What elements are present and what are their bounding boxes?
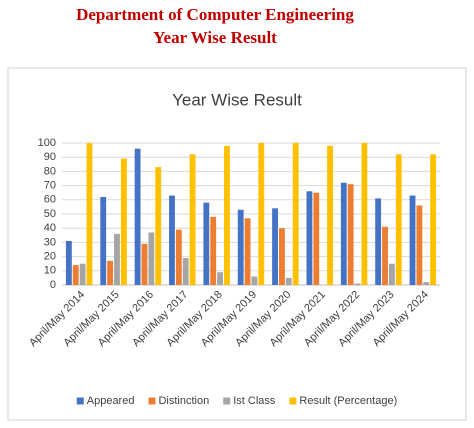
bar: [258, 143, 265, 285]
y-tick-label: 10: [44, 265, 56, 277]
bar: [251, 276, 258, 285]
legend-label: Result (Percentage): [299, 395, 397, 407]
y-tick-label: 80: [44, 165, 56, 177]
header-line: Department of Computer Engineering: [76, 5, 354, 24]
bar: [409, 195, 416, 285]
bar: [416, 205, 423, 285]
legend-label: Distinction: [158, 395, 209, 407]
bar: [354, 283, 361, 285]
bar: [306, 191, 313, 285]
bar: [203, 202, 210, 285]
legend-label: Appeared: [87, 395, 135, 407]
legend-label: Ist Class: [233, 395, 276, 407]
bar: [272, 208, 278, 285]
bar: [292, 143, 299, 285]
bar: [175, 229, 182, 285]
bar: [285, 277, 292, 285]
y-tick-label: 70: [44, 180, 56, 192]
bar: [382, 226, 388, 285]
bar: [395, 154, 402, 285]
bar: [148, 232, 155, 285]
legend-swatch: [289, 397, 297, 405]
bar: [313, 192, 320, 285]
bar: [65, 240, 72, 285]
legend-swatch: [223, 397, 231, 405]
bar: [189, 154, 196, 285]
bar: [388, 263, 395, 285]
bar: [217, 272, 223, 285]
y-tick-label: 0: [50, 279, 56, 291]
y-tick-label: 60: [44, 194, 56, 206]
bar: [327, 145, 333, 285]
bar: [155, 167, 162, 285]
bar: [430, 154, 437, 285]
bar: [224, 145, 230, 285]
bar: [244, 218, 251, 285]
bar: [100, 196, 107, 285]
bar: [134, 148, 141, 285]
legend-swatch: [76, 397, 84, 405]
y-tick-label: 40: [44, 222, 56, 234]
chart-title: Year Wise Result: [172, 90, 302, 109]
y-tick-label: 100: [38, 137, 56, 149]
bar: [79, 263, 86, 285]
bar: [237, 209, 244, 285]
bar: [423, 282, 430, 285]
y-tick-label: 30: [44, 236, 56, 248]
bar: [141, 243, 148, 285]
bar: [361, 143, 368, 285]
bar: [340, 182, 347, 285]
bar: [72, 265, 79, 285]
chart-frame: [7, 67, 467, 421]
y-tick-label: 20: [44, 251, 56, 263]
bar: [120, 158, 127, 285]
bar: [182, 258, 189, 285]
bar: [210, 216, 217, 285]
bar: [114, 233, 120, 285]
bar: [107, 260, 114, 285]
bar: [86, 143, 93, 285]
bar: [279, 228, 285, 285]
bar: [169, 195, 175, 285]
legend-swatch: [148, 397, 156, 405]
bar: [375, 198, 382, 285]
y-tick-label: 50: [44, 208, 56, 220]
header-line: Year Wise Result: [153, 28, 277, 47]
y-tick-label: 90: [44, 151, 56, 163]
bar: [347, 184, 354, 285]
